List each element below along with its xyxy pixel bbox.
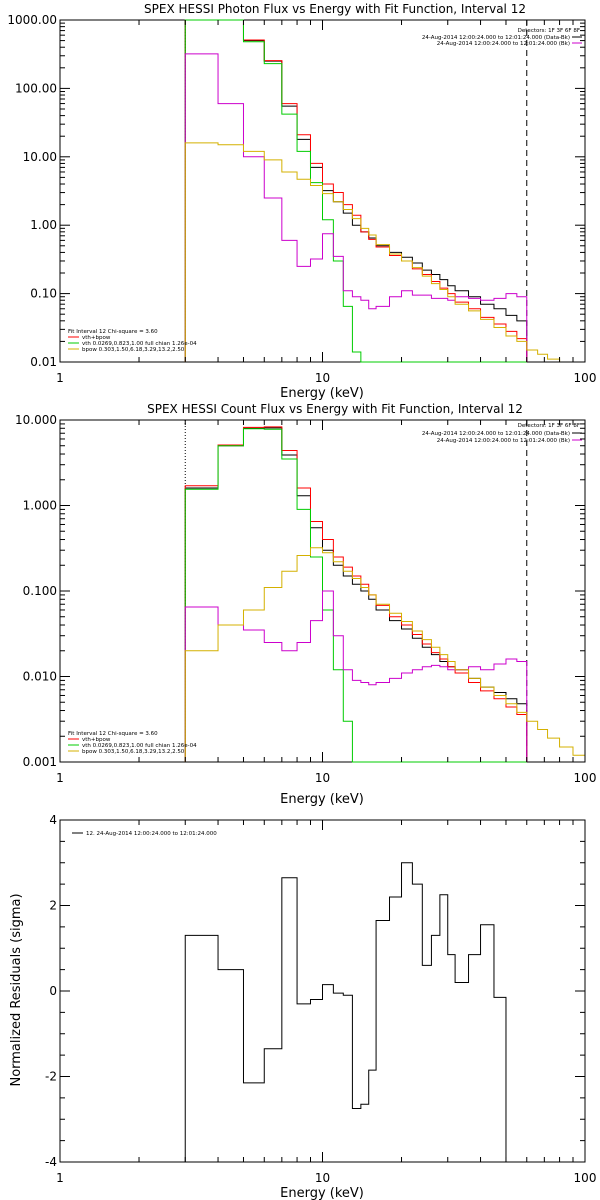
y-tick-label: 0.010 xyxy=(23,670,57,684)
y-tick-label: 0 xyxy=(49,984,57,998)
series-1-histogram xyxy=(184,426,528,762)
series-4-histogram xyxy=(184,142,561,362)
photon-flux-series-layer xyxy=(184,19,561,363)
y-tick-label: -2 xyxy=(45,1070,57,1084)
legend-vth: vth 0.0269,0.823,1.00 full chian 1.26e-0… xyxy=(82,341,197,347)
photon-flux-panel: SPEX HESSI Photon Flux vs Energy with Fi… xyxy=(7,2,597,401)
y-tick-label: 1.00 xyxy=(30,218,57,232)
x-tick-label: 1 xyxy=(56,1171,64,1185)
count-flux-panel: SPEX HESSI Count Flux vs Energy with Fit… xyxy=(15,402,596,807)
x-tick-label: 100 xyxy=(574,771,597,785)
legend-vth: vth 0.0269,0.823,1.00 full chian 1.26e-0… xyxy=(82,743,197,749)
series-4-histogram xyxy=(184,547,586,762)
x-tick-label: 10 xyxy=(315,371,330,385)
series-3-histogram xyxy=(184,53,528,362)
legend-data-bk: 24-Aug-2014 12:00:24.000 to 12:01:24.000… xyxy=(422,35,570,41)
y-tick-label: 0.001 xyxy=(23,755,57,769)
legend-data-bk: 24-Aug-2014 12:00:24.000 to 12:01:24.000… xyxy=(422,431,570,437)
legend-fit-interval: Fit Interval 12 Chi-square = 3.60 xyxy=(68,329,158,335)
residuals-legend-label: 12. 24-Aug-2014 12:00:24.000 to 12:01:24… xyxy=(86,831,217,837)
y-tick-label: 10.000 xyxy=(15,413,57,427)
photon-flux-legend-top-right: Detectors: 1F 3F 6F 8F 24-Aug-2014 12:00… xyxy=(422,28,582,47)
x-tick-label: 100 xyxy=(574,371,597,385)
x-tick-label: 1 xyxy=(56,771,64,785)
x-tick-label: 1 xyxy=(56,371,64,385)
y-tick-label: 0.100 xyxy=(23,584,57,598)
photon-flux-ticks-layer: 1101000.010.101.0010.00100.001000.000000… xyxy=(7,13,597,385)
x-tick-label: 100 xyxy=(574,1171,597,1185)
legend-bk: 24-Aug-2014 12:00:24.000 to 12:01:24.000… xyxy=(437,41,570,47)
residuals-ylabel: Normalized Residuals (sigma) xyxy=(9,893,24,1086)
count-flux-legend-top-right: Detectors: 1F 3F 6F 8F 24-Aug-2014 12:00… xyxy=(422,423,582,444)
x-tick-label: 10 xyxy=(315,771,330,785)
y-tick-label: 4 xyxy=(49,813,57,827)
y-tick-label: -4 xyxy=(45,1155,57,1169)
legend-bpow: bpow 0.303,1.50,6.18,3.29,13.2,2.50 xyxy=(82,749,185,755)
legend-bk: 24-Aug-2014 12:00:24.000 to 12:01:24.000… xyxy=(437,438,570,444)
series-2-histogram xyxy=(184,19,527,363)
y-tick-label: 100.00 xyxy=(15,81,57,95)
y-tick-label: 0.01 xyxy=(30,355,57,369)
count-flux-title: SPEX HESSI Count Flux vs Energy with Fit… xyxy=(147,402,523,416)
legend-detectors: Detectors: 1F 3F 6F 8F xyxy=(518,28,580,34)
y-tick-label: 1.000 xyxy=(23,499,57,513)
photon-flux-title: SPEX HESSI Photon Flux vs Energy with Fi… xyxy=(144,2,526,16)
series-0-histogram xyxy=(184,427,528,762)
series-2-histogram xyxy=(184,428,527,763)
legend-detectors: Detectors: 1F 3F 6F 8F xyxy=(518,423,580,429)
count-flux-xlabel: Energy (keV) xyxy=(280,792,364,807)
series-0-histogram xyxy=(184,862,527,1163)
residuals-panel: 1 10 100 -4 -2 0 2 4 12. 24-Aug-2014 12:00:24.0… xyxy=(9,813,596,1200)
y-tick-label: 2 xyxy=(49,899,57,913)
legend-bpow: bpow 0.303,1.50,6.18,3.29,13.2,2.50 xyxy=(82,347,185,353)
legend-vth-bpow: vth+bpow xyxy=(82,335,111,341)
count-flux-legend-bottom-left: Fit Interval 12 Chi-square = 3.60 vth+bp… xyxy=(68,731,197,755)
photon-flux-legend-bottom-left: Fit Interval 12 Chi-square = 3.60 vth+bp… xyxy=(68,329,197,353)
count-flux-series-layer xyxy=(184,420,586,763)
residuals-series-layer xyxy=(184,862,527,1163)
x-tick-label: 10 xyxy=(315,1171,330,1185)
legend-vth-bpow: vth+bpow xyxy=(82,737,111,743)
residuals-legend: 12. 24-Aug-2014 12:00:24.000 to 12:01:24… xyxy=(72,831,217,837)
residuals-xlabel: Energy (keV) xyxy=(280,1186,364,1200)
y-tick-label: 1000.00 xyxy=(7,13,57,27)
count-flux-ticks-layer: 1 10 100 0.001 0.010 0.100 1.000 10.000 xyxy=(15,413,596,785)
legend-fit-interval: Fit Interval 12 Chi-square = 3.60 xyxy=(68,731,158,737)
y-tick-label: 0.10 xyxy=(30,287,57,301)
series-3-histogram xyxy=(184,590,528,762)
y-tick-label: 10.00 xyxy=(23,150,57,164)
residuals-ticks-layer: 1 10 100 -4 -2 0 2 4 xyxy=(45,813,596,1185)
photon-flux-xlabel: Energy (keV) xyxy=(280,386,364,401)
